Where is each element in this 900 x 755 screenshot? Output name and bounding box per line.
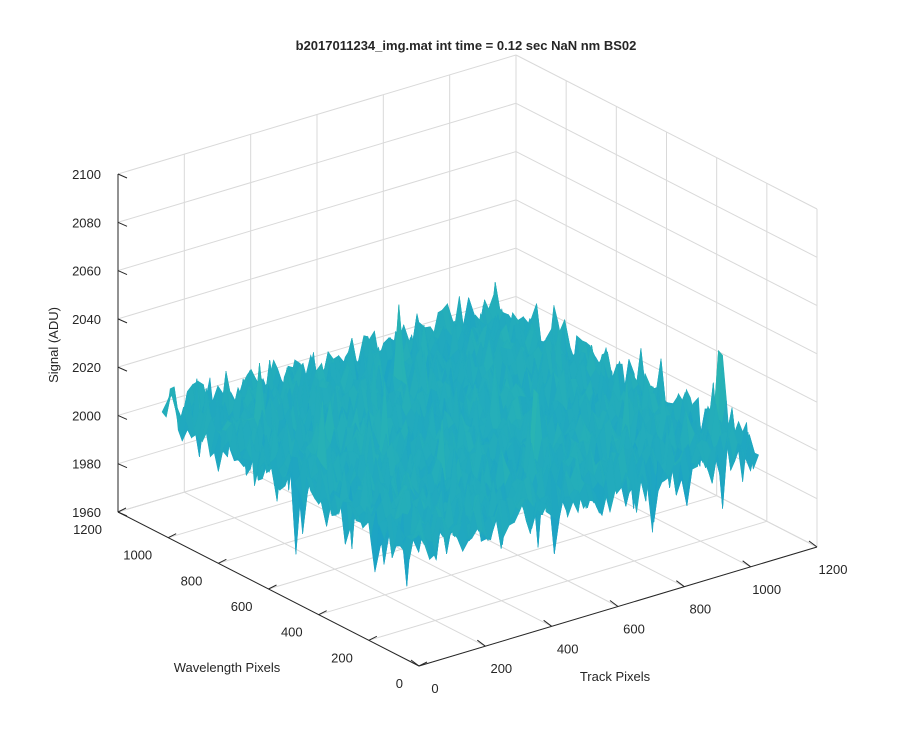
x-tick: [543, 619, 552, 627]
z-tick: [117, 270, 128, 276]
z-tick: [117, 414, 128, 420]
y-tick: [167, 533, 177, 539]
grid-line: [117, 247, 517, 368]
x-axis-label: Track Pixels: [580, 669, 651, 684]
z-tick: [117, 318, 128, 324]
x-tick: [410, 659, 420, 667]
y-tick-label: 400: [281, 625, 303, 640]
z-axis-label: Signal (ADU): [46, 307, 61, 383]
z-tick: [117, 366, 128, 372]
grid-line: [117, 199, 517, 320]
chart-title: b2017011234_img.mat int time = 0.12 sec …: [296, 38, 637, 53]
z-tick-label: 1960: [72, 505, 101, 520]
x-tick-label: 800: [689, 602, 711, 617]
grid-line: [117, 54, 517, 175]
y-tick-label: 600: [231, 599, 253, 614]
y-tick-label: 1200: [73, 522, 102, 537]
z-tick-label: 2060: [72, 264, 101, 279]
z-tick: [117, 173, 128, 179]
y-tick-label: 800: [181, 573, 203, 588]
z-tick-label: 2080: [72, 215, 101, 230]
axis-layer: 0 200 400 600 800 1000 1200 0 200 400 600 800 1000 12…: [72, 167, 847, 696]
z-tick-label: 2040: [72, 312, 101, 327]
z-tick-label: 2100: [72, 167, 101, 182]
grid-line: [515, 247, 818, 403]
z-tick-label: 2000: [72, 408, 101, 423]
x-tick: [742, 560, 751, 568]
y-tick: [418, 661, 428, 667]
grid-line: [515, 151, 818, 307]
x-tick-label: 200: [490, 661, 512, 676]
x-tick: [609, 600, 619, 607]
x-tick-label: 1000: [752, 582, 781, 597]
x-tick: [808, 540, 818, 548]
z-tick: [117, 221, 128, 227]
y-tick: [318, 610, 327, 616]
grid-line: [515, 102, 818, 258]
x-tick-label: 1200: [819, 562, 848, 577]
y-tick: [268, 584, 277, 590]
x-tick-label: 0: [431, 681, 438, 696]
y-tick: [218, 558, 227, 564]
grid-line: [117, 151, 517, 272]
z-tick: [117, 463, 128, 469]
y-tick-label: 200: [331, 650, 353, 665]
x-tick-label: 400: [557, 641, 579, 656]
y-tick: [117, 507, 127, 513]
x-tick: [676, 580, 685, 588]
z-tick-label: 2020: [72, 360, 101, 375]
surface-layer: [161, 281, 759, 587]
grid-line: [368, 520, 767, 641]
y-axis-label: Wavelength Pixels: [174, 660, 281, 675]
y-tick: [368, 635, 378, 641]
grid-line: [515, 295, 818, 451]
z-tick-label: 1980: [72, 457, 101, 472]
grid-line: [117, 102, 517, 223]
grid-line: [515, 54, 818, 210]
surface-patch: [414, 517, 425, 544]
z-tick: [117, 511, 128, 517]
x-tick: [477, 639, 486, 647]
grid-line: [515, 199, 818, 355]
y-tick-label: 0: [396, 676, 403, 691]
x-tick-label: 600: [623, 622, 645, 637]
y-tick-label: 1000: [123, 548, 152, 563]
label-layer: b2017011234_img.mat int time = 0.12 sec …: [46, 38, 651, 684]
